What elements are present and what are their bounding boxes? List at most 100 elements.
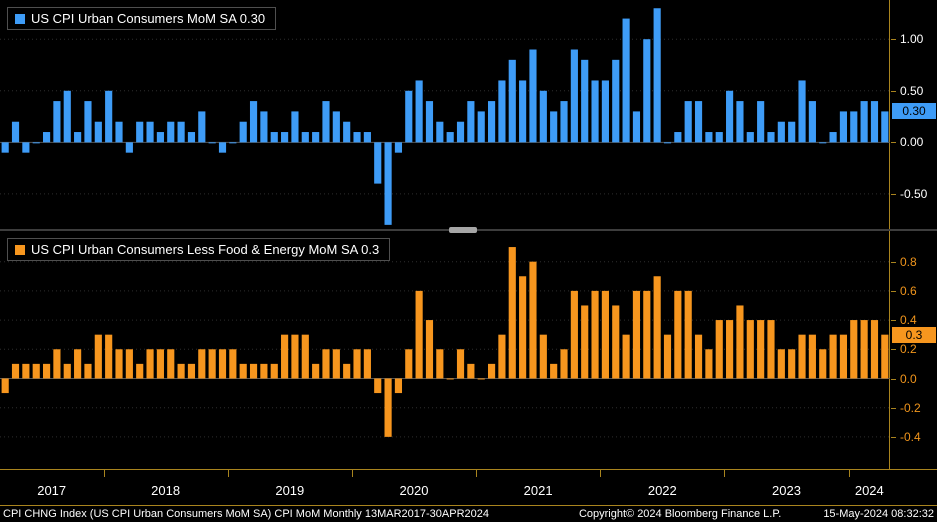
bar-2022-10 xyxy=(694,101,703,143)
bar-2018-07 xyxy=(167,349,175,379)
bar-2022-02 xyxy=(612,305,620,379)
bar-2017-10 xyxy=(74,132,82,143)
bar-2019-01 xyxy=(229,142,237,144)
bar-2021-12 xyxy=(591,290,599,379)
bar-2021-06 xyxy=(529,261,537,379)
bar-2022-07 xyxy=(663,142,672,144)
x-axis-years: 2017 2018 2019 2020 2021 2022 2023 2024 xyxy=(0,469,937,506)
bar-2021-03 xyxy=(498,80,506,143)
bar-2022-04 xyxy=(632,290,641,379)
panel-divider-handle[interactable] xyxy=(449,227,477,233)
bar-2019-07 xyxy=(291,111,299,143)
x-year-label: 2018 xyxy=(151,483,181,498)
bar-2022-08 xyxy=(674,290,682,379)
bar-2020-04 xyxy=(384,142,392,225)
bar-2023-11 xyxy=(829,334,837,379)
bar-2019-10 xyxy=(322,101,330,143)
y-axis-core: 0.3 0.8 0.6 0.4 0.2 0.0 -0.2 -0.4 xyxy=(891,231,937,469)
bar-2018-05 xyxy=(146,349,154,379)
bar-2019-09 xyxy=(312,363,320,379)
bar-2022-12 xyxy=(715,320,723,379)
bar-2023-10 xyxy=(819,142,827,144)
bar-2023-10 xyxy=(819,349,827,379)
bar-2018-01 xyxy=(105,90,113,143)
bar-2017-04 xyxy=(11,121,20,143)
bar-2020-12 xyxy=(467,101,475,143)
bar-2021-04 xyxy=(508,247,516,379)
bar-2019-05 xyxy=(270,363,278,379)
legend-headline-cpi[interactable]: US CPI Urban Consumers MoM SA 0.30 xyxy=(7,7,277,30)
x-year-label: 2019 xyxy=(275,483,305,498)
status-bar: CPI CHNG Index (US CPI Urban Consumers M… xyxy=(0,506,937,522)
bar-2020-06 xyxy=(405,90,413,143)
bar-2018-04 xyxy=(136,121,144,143)
y-tick-label: 0.2 xyxy=(900,342,917,357)
bar-2017-06 xyxy=(32,142,40,144)
bar-2022-01 xyxy=(601,290,609,379)
bar-2019-10 xyxy=(322,349,330,379)
bar-2023-07 xyxy=(788,121,796,143)
bar-2022-09 xyxy=(684,101,692,143)
plot-area-headline[interactable] xyxy=(0,0,890,229)
bar-2023-04 xyxy=(757,320,765,379)
y-tick-label: 0.8 xyxy=(900,254,917,269)
bar-2021-07 xyxy=(539,334,547,379)
bar-2023-05 xyxy=(767,132,775,143)
y-tick-label: 0.6 xyxy=(900,283,917,298)
bar-2020-01 xyxy=(353,132,361,143)
bar-2023-08 xyxy=(798,80,806,143)
bar-2019-04 xyxy=(260,111,268,143)
y-tick xyxy=(891,261,896,263)
bar-2017-06 xyxy=(32,363,40,379)
bar-2021-07 xyxy=(539,90,547,143)
bar-2023-01 xyxy=(726,90,734,143)
bar-2018-06 xyxy=(156,132,164,143)
bar-2023-12 xyxy=(839,111,848,143)
bar-2021-04 xyxy=(508,59,516,143)
bar-2021-06 xyxy=(529,49,537,143)
bar-2022-09 xyxy=(684,290,692,379)
bar-2018-09 xyxy=(187,132,196,143)
plot-area-core[interactable] xyxy=(0,231,890,469)
bar-2022-04 xyxy=(632,111,641,143)
bar-2017-11 xyxy=(84,101,92,143)
bar-2021-09 xyxy=(560,101,568,143)
bar-2017-11 xyxy=(84,363,92,379)
bar-2019-02 xyxy=(239,121,247,143)
bar-2022-02 xyxy=(612,59,620,143)
bar-2023-11 xyxy=(829,132,837,143)
y-tick-label: -0.2 xyxy=(900,400,921,415)
bar-2019-09 xyxy=(312,132,320,143)
bar-2020-07 xyxy=(415,80,423,143)
y-tick xyxy=(891,193,896,195)
bar-2024-04 xyxy=(881,334,889,379)
x-tick xyxy=(227,470,229,477)
bar-2018-11 xyxy=(208,349,216,379)
bar-2018-02 xyxy=(115,349,123,379)
bar-2020-05 xyxy=(394,378,403,394)
legend-core-cpi[interactable]: US CPI Urban Consumers Less Food & Energ… xyxy=(7,238,391,261)
bar-2022-11 xyxy=(705,349,713,379)
y-tick xyxy=(891,407,896,409)
bar-2021-05 xyxy=(519,276,527,379)
bar-2023-06 xyxy=(777,349,785,379)
bar-2018-12 xyxy=(218,349,227,379)
legend-label: US CPI Urban Consumers MoM SA 0.30 xyxy=(31,11,266,26)
bar-2022-06 xyxy=(653,276,661,379)
bar-2022-07 xyxy=(663,334,672,379)
bar-2018-08 xyxy=(177,121,185,143)
bar-2022-05 xyxy=(643,290,651,379)
panel-divider xyxy=(0,227,937,233)
bar-2022-11 xyxy=(705,132,713,143)
bar-2019-04 xyxy=(260,363,268,379)
bar-2024-03 xyxy=(870,101,879,143)
panel-core-cpi: US CPI Urban Consumers Less Food & Energ… xyxy=(0,231,937,469)
y-tick-label: 0.4 xyxy=(900,313,917,328)
bar-2017-10 xyxy=(74,349,82,379)
last-value-badge-core: 0.3 xyxy=(892,326,936,343)
last-value-badge-headline: 0.30 xyxy=(892,103,936,120)
x-year-label: 2021 xyxy=(523,483,553,498)
y-tick xyxy=(891,436,896,438)
y-tick xyxy=(891,349,896,351)
